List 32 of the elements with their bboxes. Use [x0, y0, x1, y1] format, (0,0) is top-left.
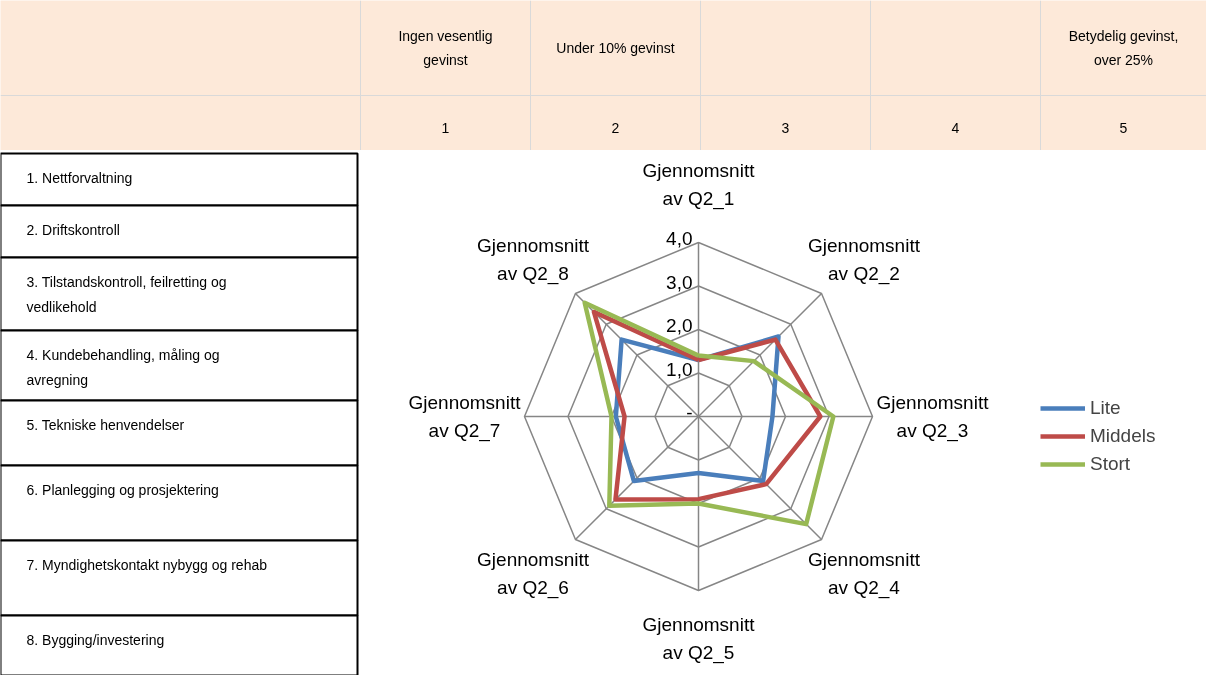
text: Under 10% gevinst: [556, 39, 675, 56]
legend-label: Stort: [1090, 453, 1131, 475]
spoke-label: Gjennomsnitt av Q2_7: [408, 391, 522, 443]
legend-label: Lite: [1090, 397, 1121, 419]
text: Ingen vesentlig gevinst: [398, 27, 493, 68]
text: 4. Kundebehandling, måling og avregning: [26, 346, 220, 389]
spoke-label: Gjennomsnitt av Q2_6: [477, 548, 590, 600]
text: 5: [1119, 119, 1128, 136]
text: 1: [441, 119, 450, 136]
y-tick-label: -: [686, 402, 693, 423]
text: 8. Bygging/investering: [26, 631, 165, 648]
spoke-label: Gjennomsnitt av Q2_3: [876, 391, 990, 443]
y-tick-label: 4,0: [666, 228, 693, 249]
spoke-label: Gjennomsnitt av Q2_2: [807, 234, 921, 286]
spoke-label: Gjennomsnitt av Q2_4: [807, 548, 921, 600]
text: 5. Tekniske henvendelser: [26, 416, 185, 433]
text: 7. Myndighetskontakt nybygg og rehab: [26, 556, 268, 573]
text: Betydelig gevinst, over 25%: [1068, 27, 1179, 68]
text: 2. Driftskontroll: [26, 221, 120, 238]
text: 3: [781, 119, 790, 136]
legend-label: Middels: [1090, 425, 1156, 447]
spoke-label: Gjennomsnitt av Q2_1: [642, 159, 756, 211]
y-tick-label: 1,0: [666, 358, 693, 380]
text: 2: [611, 119, 620, 136]
text: 6. Planlegging og prosjektering: [26, 481, 219, 498]
text: 1. Nettforvaltning: [26, 169, 133, 186]
spoke-label: Gjennomsnitt av Q2_8: [477, 234, 590, 286]
text: 3. Tilstandskontroll, feilretting og vedlikehold: [26, 273, 227, 316]
spoke-label: Gjennomsnitt av Q2_5: [642, 613, 756, 665]
y-tick-label: 3,0: [666, 271, 693, 293]
text: 4: [951, 119, 960, 136]
y-tick-label: 2,0: [666, 315, 693, 336]
